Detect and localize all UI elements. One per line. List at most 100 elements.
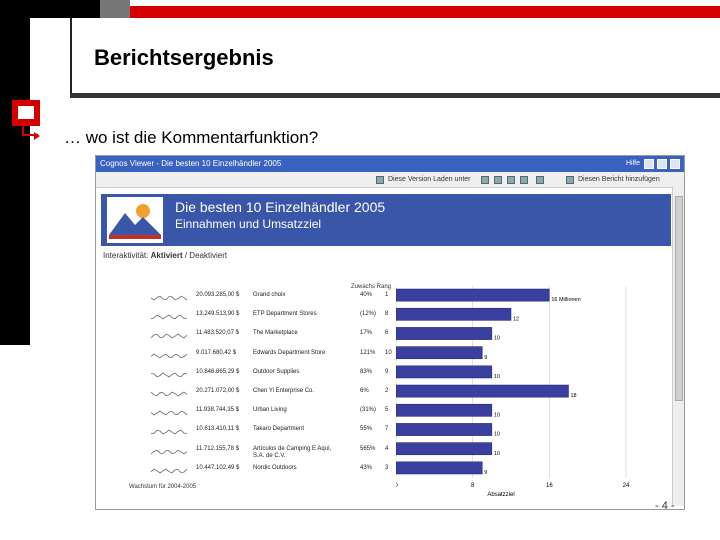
vertical-scrollbar[interactable] [672,186,684,506]
bar-value-label: 10 [494,336,500,342]
window-title: Cognos Viewer - Die besten 10 Einzelhänd… [100,159,282,168]
retailer-name-cell[interactable]: Outdoor Supplies [253,368,300,375]
mountain-logo [107,197,163,243]
cognos-viewer-window: Cognos Viewer - Die besten 10 Einzelhänd… [95,155,685,510]
interactivity-active-link[interactable]: Aktiviert [150,251,183,260]
chart-bar [396,442,493,456]
growth-cell: 43% [360,464,373,471]
bar-value-label: 16 Millionen [551,297,580,303]
retailer-name-cell[interactable]: The Marketplace [253,330,298,337]
trend-sparkline [151,333,188,339]
x-tick-label: 24 [623,483,630,489]
slide-subtitle: … wo ist die Kommentarfunktion? [64,128,319,147]
revenue-cell: 20.271.072,00 $ [196,388,240,394]
chart-bar [396,423,493,436]
sparkline-line [151,295,188,301]
sparkline-line [151,449,188,455]
rank-cell: 10 [385,349,392,356]
revenue-cell: 13.249.513,90 $ [196,311,240,318]
viewer-toolbar: Diese Version Laden unter Diesen Bericht… [96,172,684,188]
growth-footnote: Wachstum für 2004-2005 [129,484,197,490]
add-report-label[interactable]: Diesen Bericht hinzufügen [578,176,660,183]
rank-cell: 8 [385,311,389,318]
trend-sparkline [151,468,188,474]
report-subtitle: Einnahmen und Umsatzziel [175,217,322,231]
slide-number: - 4 - [655,500,675,512]
format-icon[interactable] [536,176,544,184]
help-link[interactable]: Hilfe [625,160,640,167]
drill-up-icon[interactable] [507,176,515,184]
bar-value-label: 10 [494,412,500,418]
related-links-icon[interactable] [520,176,528,184]
retailer-name-cell[interactable]: Artículos de Camping E Aquí, S.A. de C.V… [253,445,332,459]
revenue-cell: 10.447.102,49 $ [196,464,240,471]
decor-top-red [130,6,720,18]
bar-value-label: 10 [494,374,500,380]
chart-bar [396,365,493,379]
chart-bar [396,384,569,398]
chart-bar [396,461,483,475]
rank-cell: 6 [385,330,389,337]
minimize-button[interactable] [644,159,654,169]
bar-value-label: 18 [571,393,577,399]
chart-bar [396,403,493,417]
rank-cell: 5 [385,407,389,414]
bar-value-label: 10 [494,451,500,457]
growth-cell: 40% [360,292,373,298]
revenue-cell: 11.712.155,78 $ [196,445,239,452]
revenue-cell: 11.483.520,07 $ [196,330,239,337]
decor-title-underline [70,93,720,98]
sparkline-line [151,429,188,435]
email-icon[interactable] [481,176,489,184]
revenue-cell: 10.846.865,29 $ [196,368,240,375]
target-bar-chart: 0 8 16 24 16 Millionen 12 10 9 10 18 10 10 10 9 Absatz… [396,286,630,498]
bar-value-label: 12 [513,316,519,322]
window-titlebar: Cognos Viewer - Die besten 10 Einzelhänd… [96,156,684,172]
rank-cell: 4 [385,445,389,452]
maximize-button[interactable] [657,159,667,169]
sparkline-line [151,391,188,397]
sparkline-line [151,372,187,378]
save-version-icon[interactable] [376,176,384,184]
retailer-name-cell[interactable]: Chen Yi Enterprise Co. [253,388,315,394]
bar-value-label: 10 [494,432,500,438]
rank-cell: 9 [385,368,389,375]
scrollbar-thumb[interactable] [675,196,683,401]
report-header: Die besten 10 Einzelhändler 2005 Einnahm… [101,194,671,246]
trend-sparkline [151,372,187,378]
bullet-square-inner [18,106,34,119]
add-report-icon[interactable] [566,176,574,184]
growth-cell: (12%) [360,311,377,318]
x-tick-label: 16 [546,483,553,489]
growth-cell: 55% [360,426,373,433]
close-button[interactable] [670,159,680,169]
trend-sparkline [151,314,188,320]
x-axis-label: Absatzziel [487,492,514,498]
save-version-label[interactable]: Diese Version Laden unter [388,176,471,183]
growth-rank-header: Zuwachs Rang [351,284,392,290]
growth-cell: 83% [360,368,373,375]
chart-bar [396,288,550,302]
retailer-name-cell[interactable]: Urban Living [253,407,287,414]
slide-title: Berichtsergebnis [94,45,274,70]
revenue-cell: 20.093.285,00 $ [196,292,240,298]
drill-icon[interactable] [494,176,502,184]
decor-left-black [0,0,30,345]
growth-cell: 17% [360,330,373,337]
rank-cell: 1 [385,292,389,298]
retailer-name-cell[interactable]: Edwards Department Store [253,349,326,356]
bar-value-label: 9 [484,470,487,476]
title-box [70,18,720,96]
interactivity-inactive-link[interactable]: / Deaktiviert [184,251,228,260]
trend-sparkline [151,410,188,416]
retailer-name-cell[interactable]: Takaro Department [253,426,305,433]
retailer-name-cell[interactable]: Grand choix [253,292,286,298]
growth-cell: 565% [360,445,376,452]
report-title: Die besten 10 Einzelhändler 2005 [175,199,386,215]
revenue-cell: 9.017.680,42 $ [196,349,237,356]
decor-top-grey [100,0,130,18]
bullet-arrow-icon [22,120,38,136]
sparkline-line [151,314,188,320]
retailer-name-cell[interactable]: Nordic Outdoors [253,464,297,471]
retailer-name-cell[interactable]: ETP Department Stores [253,311,317,318]
